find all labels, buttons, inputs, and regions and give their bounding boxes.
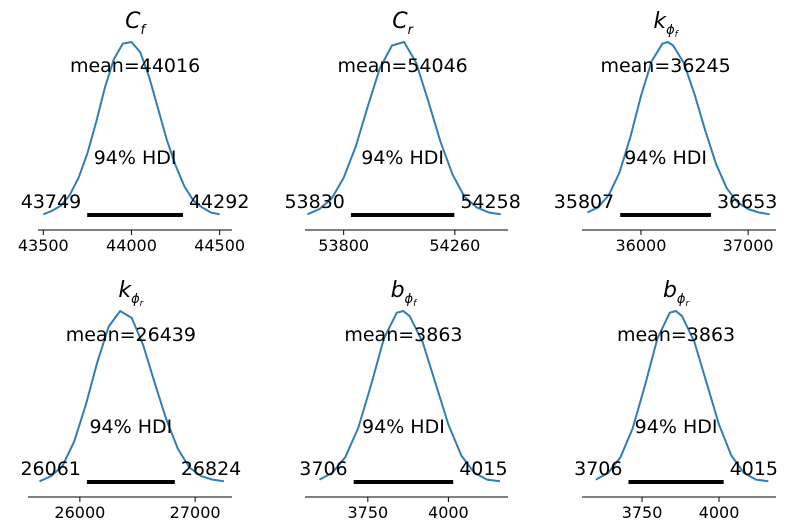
x-tick-label: 3750 [347, 503, 388, 522]
posterior-panel-1: Cf mean=44016 94% HDI 43749 44292 43500 44000 4… [18, 9, 250, 255]
posterior-panel-5: bϕf mean=3863 94% HDI 3706 4015 3750 4000 [299, 278, 508, 522]
hdi-upper-label: 26824 [181, 458, 241, 480]
density-curve [306, 41, 501, 216]
posterior-panel-6: bϕr mean=3863 94% HDI 3706 4015 3750 4000 [574, 278, 778, 522]
x-tick-label: 4000 [428, 503, 469, 522]
x-tick-label: 36000 [615, 236, 666, 255]
density-curve [39, 310, 225, 483]
mean-label: mean=3863 [344, 324, 462, 346]
hdi-label: 94% HDI [361, 147, 444, 169]
hdi-upper-label: 4015 [730, 458, 778, 480]
mean-label: mean=26439 [66, 324, 196, 346]
mean-label: mean=3863 [617, 324, 735, 346]
panel-title: kϕr [118, 278, 144, 309]
hdi-upper-label: 36653 [717, 191, 777, 213]
panel-title: bϕf [391, 278, 419, 309]
posterior-panel-4: kϕr mean=26439 94% HDI 26061 26824 26000 27000 [20, 278, 241, 522]
x-tick-label: 53800 [318, 236, 369, 255]
x-tick-label: 44000 [106, 236, 157, 255]
hdi-lower-label: 35807 [554, 191, 614, 213]
posterior-panel-2: Cr mean=54046 94% HDI 53830 54258 53800 54260 [284, 9, 520, 255]
panel-title: kϕf [653, 9, 679, 40]
panel-title: Cr [392, 9, 414, 38]
hdi-lower-label: 3706 [574, 458, 622, 480]
posterior-panel-3: kϕf mean=36245 94% HDI 35807 36653 36000 37000 [554, 9, 778, 255]
density-curve [586, 41, 770, 216]
hdi-label: 94% HDI [362, 416, 445, 438]
hdi-label: 94% HDI [94, 147, 177, 169]
x-tick-label: 26000 [54, 503, 105, 522]
panel-title: bϕr [663, 278, 691, 309]
hdi-lower-label: 26061 [20, 458, 80, 480]
x-tick-label: 27000 [170, 503, 221, 522]
hdi-label: 94% HDI [624, 147, 707, 169]
density-curve [595, 310, 769, 483]
mean-label: mean=54046 [338, 55, 468, 77]
mean-label: mean=44016 [70, 55, 200, 77]
x-tick-label: 54260 [429, 236, 480, 255]
x-tick-label: 44500 [194, 236, 245, 255]
x-tick-label: 4000 [699, 503, 740, 522]
hdi-lower-label: 53830 [284, 191, 344, 213]
hdi-label: 94% HDI [89, 416, 172, 438]
mean-label: mean=36245 [600, 55, 730, 77]
density-curve [42, 41, 220, 216]
hdi-lower-label: 3706 [299, 458, 347, 480]
x-tick-label: 43500 [18, 236, 69, 255]
hdi-label: 94% HDI [635, 416, 718, 438]
hdi-lower-label: 43749 [21, 191, 81, 213]
density-curve [319, 310, 501, 483]
x-tick-label: 37000 [723, 236, 774, 255]
hdi-upper-label: 44292 [189, 191, 249, 213]
hdi-upper-label: 4015 [459, 458, 507, 480]
panel-title: Cf [125, 9, 147, 38]
x-tick-label: 3750 [622, 503, 663, 522]
hdi-upper-label: 54258 [460, 191, 520, 213]
